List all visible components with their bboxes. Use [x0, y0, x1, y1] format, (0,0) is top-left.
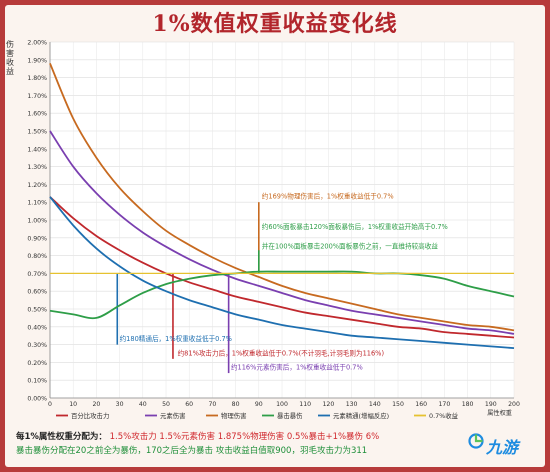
y-tick-label: 1.40% — [27, 146, 47, 153]
y-tick-label: 0.70% — [27, 271, 47, 278]
x-tick-label: 170 — [438, 401, 450, 408]
y-tick-label: 0.50% — [27, 307, 47, 314]
y-tick-label: 0.80% — [27, 253, 47, 260]
y-tick-label: 1.30% — [27, 164, 47, 171]
x-tick-label: 80 — [232, 401, 240, 408]
y-tick-label: 1.10% — [27, 200, 47, 207]
x-tick-label: 100 — [276, 401, 288, 408]
x-tick-label: 160 — [415, 401, 427, 408]
x-tick-label: 70 — [208, 401, 216, 408]
y-tick-label: 1.00% — [27, 218, 47, 225]
logo-icon — [468, 433, 484, 449]
legend-label: 0.7%收益 — [429, 411, 459, 420]
series-line-4 — [49, 196, 515, 350]
legend-label: 物理伤害 — [221, 411, 247, 420]
x-axis-label: 属性权重 — [487, 409, 512, 417]
x-tick-label: 10 — [69, 401, 77, 408]
footer-line-1-values: 1.5%攻击力 1.5%元素伤害 1.875%物理伤害 0.5%暴击+1%暴伤 … — [109, 432, 380, 442]
series-line-3 — [49, 270, 515, 320]
x-tick-label: 90 — [255, 401, 263, 408]
x-tick-label: 180 — [462, 401, 474, 408]
annotation-text: 约81%攻击力后，1%权重收益低于0.7%(不计羽毛,计羽毛则为116%) — [178, 348, 384, 357]
legend-label: 元素精通(增幅反应) — [333, 411, 389, 420]
annotation-text: 并在100%面板暴击200%面板暴伤之前，一直维持较高收益 — [262, 241, 439, 250]
x-tick-label: 190 — [485, 401, 497, 408]
y-tick-label: 0.60% — [27, 289, 47, 296]
y-tick-label: 0.90% — [27, 235, 47, 242]
series-line-2 — [49, 63, 515, 332]
footer-line-1-prefix: 每1%属性权重分配为： — [16, 432, 107, 442]
y-tick-label: 1.50% — [27, 129, 47, 136]
y-tick-label: 1.90% — [27, 57, 47, 64]
x-tick-label: 50 — [162, 401, 170, 408]
x-tick-label: 110 — [299, 401, 311, 408]
x-tick-label: 30 — [116, 401, 124, 408]
y-tick-label: 2.00% — [27, 40, 47, 47]
series-line-0 — [49, 196, 515, 339]
legend-label: 元素伤害 — [160, 411, 186, 420]
y-tick-label: 1.80% — [27, 75, 47, 82]
chart-title: 1%数值权重收益变化线 — [152, 11, 398, 37]
y-tick-label: 0.10% — [27, 378, 47, 385]
y-tick-label: 0.20% — [27, 360, 47, 367]
series-line-1 — [49, 130, 515, 335]
x-tick-label: 200 — [508, 401, 520, 408]
footer-notes: 每1%属性权重分配为： 1.5%攻击力 1.5%元素伤害 1.875%物理伤害 … — [16, 430, 536, 458]
y-tick-label: 1.60% — [27, 111, 47, 118]
footer-line-2: 暴击暴伤分配在20之前全为暴伤，170之后全为暴击 攻击收益白值取900，羽毛攻… — [16, 446, 368, 456]
x-tick-label: 140 — [369, 401, 381, 408]
annotation-text: 约116%元素伤害后，1%权重收益低于0.7% — [231, 363, 363, 372]
footer-line-1: 每1%属性权重分配为： 1.5%攻击力 1.5%元素伤害 1.875%物理伤害 … — [16, 430, 536, 444]
x-tick-label: 120 — [322, 401, 334, 408]
logo-text: 九游 — [486, 438, 519, 457]
x-tick-label: 20 — [92, 401, 100, 408]
annotation-text: 约180精通后，1%权重收益低于0.7% — [120, 334, 232, 343]
y-tick-label: 1.20% — [27, 182, 47, 189]
y-axis-label: 伤害收益 — [6, 40, 14, 76]
y-tick-label: 0.40% — [27, 324, 47, 331]
y-tick-label: 1.70% — [27, 93, 47, 100]
annotation-text: 约169%物理伤害后，1%权重收益低于0.7% — [262, 192, 394, 201]
y-tick-label: 0.00% — [27, 396, 47, 403]
x-tick-label: 40 — [139, 401, 147, 408]
x-tick-label: 0 — [48, 401, 52, 408]
annotation-text: 约60%面板暴击120%面板暴伤后，1%权重收益开始高于0.7% — [262, 222, 448, 231]
legend-label: 暴击暴伤 — [277, 411, 303, 420]
legend-label: 百分比攻击力 — [71, 411, 109, 420]
x-tick-label: 130 — [346, 401, 358, 408]
x-tick-label: 150 — [392, 401, 404, 408]
y-tick-label: 0.30% — [27, 342, 47, 349]
x-tick-label: 60 — [185, 401, 193, 408]
